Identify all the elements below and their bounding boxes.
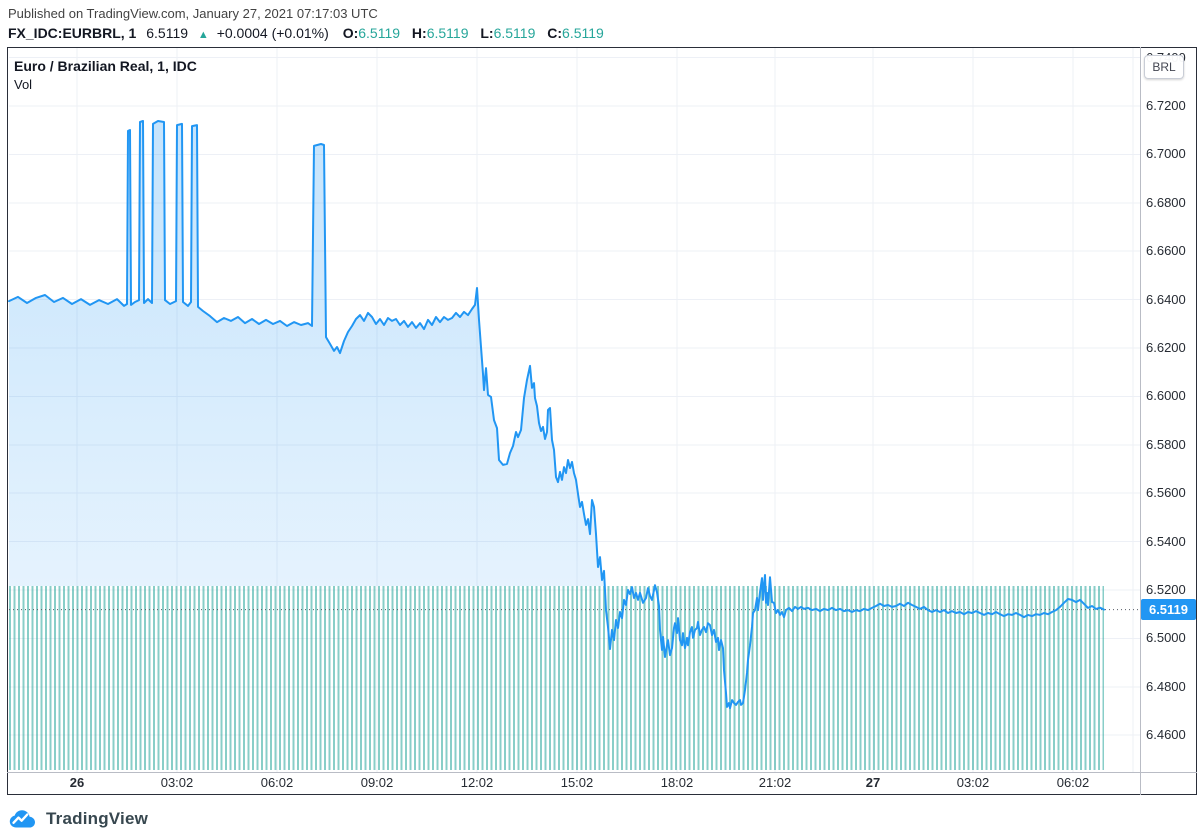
tradingview-logo[interactable]: TradingView — [8, 809, 148, 829]
time-tick-label: 12:02 — [460, 775, 494, 790]
price-tick-label: 6.5600 — [1146, 485, 1186, 501]
price-tick-label: 6.6000 — [1146, 388, 1186, 404]
price-tick-label: 6.6600 — [1146, 243, 1186, 259]
price-tick-label: 6.5800 — [1146, 436, 1186, 452]
time-tick-label: 21:02 — [758, 775, 792, 790]
close-value: C:6.5119 — [547, 25, 604, 41]
price-axis-separator — [1140, 47, 1141, 795]
close-label: C: — [547, 25, 563, 41]
time-tick-label: 09:02 — [360, 775, 394, 790]
open-label: O: — [342, 25, 359, 41]
price-tick-label: 6.6200 — [1146, 340, 1186, 355]
high-label: H: — [411, 25, 427, 41]
high-value: H:6.5119 — [412, 25, 469, 41]
time-tick-label: 06:02 — [260, 775, 294, 790]
up-arrow-icon: ▲ — [197, 29, 209, 41]
chart-legend: Euro / Brazilian Real, 1, IDC Vol — [14, 57, 197, 94]
price-tick-label: 6.5200 — [1146, 582, 1186, 597]
symbol-name: FX_IDC:EURBRL, 1 — [8, 25, 137, 41]
price-tick-label: 6.5000 — [1146, 630, 1186, 646]
price-tick-label: 6.4600 — [1146, 727, 1186, 743]
open-number: 6.5119 — [358, 25, 401, 41]
close-number: 6.5119 — [562, 25, 604, 41]
published-caption: Published on TradingView.com, January 27… — [8, 6, 378, 21]
symbol-info-bar: FX_IDC:EURBRL, 1 6.5119 ▲ +0.0004 (+0.01… — [8, 25, 612, 41]
price-tick-label: 6.6800 — [1146, 194, 1186, 210]
price-change-value: +0.0004 (+0.01%) — [216, 25, 329, 41]
open-value: O:6.5119 — [343, 25, 400, 41]
low-label: L: — [480, 25, 494, 41]
tradingview-logo-text: TradingView — [46, 809, 149, 828]
low-number: 6.5119 — [493, 25, 536, 41]
price-tick-label: 6.4800 — [1146, 678, 1186, 694]
price-tick-label: 6.6400 — [1146, 291, 1186, 307]
price-tick-label: 6.7000 — [1146, 146, 1186, 162]
time-tick-label: 03:02 — [956, 775, 990, 790]
legend-symbol-title: Euro / Brazilian Real, 1, IDC — [14, 58, 197, 74]
time-tick-label: 18:02 — [660, 775, 694, 790]
time-tick-label: 26 — [69, 775, 85, 790]
currency-badge[interactable]: BRL — [1144, 55, 1184, 79]
price-tick-label: 6.7200 — [1146, 98, 1186, 113]
last-price-badge: 6.5119 — [1141, 599, 1196, 621]
time-tick-label: 03:02 — [160, 775, 194, 790]
legend-volume-indicator: Vol — [14, 77, 33, 92]
tradingview-cloud-icon — [9, 810, 36, 828]
last-price-value: 6.5119 — [146, 25, 189, 41]
low-value: L:6.5119 — [480, 25, 535, 41]
time-tick-label: 15:02 — [560, 775, 594, 790]
time-tick-label: 06:02 — [1056, 775, 1090, 790]
chart-plot-area[interactable] — [9, 48, 1140, 772]
price-tick-label: 6.5400 — [1146, 533, 1186, 549]
time-tick-label: 27 — [865, 775, 881, 790]
time-axis-separator — [7, 772, 1197, 773]
high-number: 6.5119 — [426, 25, 469, 41]
